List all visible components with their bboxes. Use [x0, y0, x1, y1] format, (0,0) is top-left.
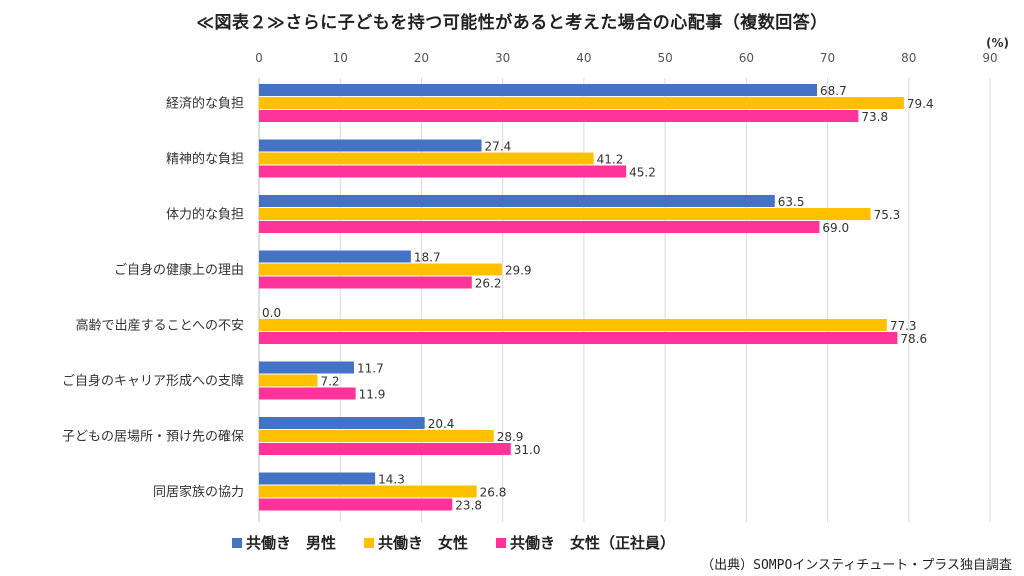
- legend: 共働き 男性 共働き 女性 共働き 女性（正社員）: [232, 532, 675, 553]
- bar: [259, 276, 472, 289]
- data-label: 69.0: [822, 221, 849, 235]
- unit-label: (%): [986, 36, 1009, 50]
- bar: [259, 195, 775, 207]
- bar: [259, 472, 376, 485]
- bar: [259, 97, 904, 109]
- bar: [259, 319, 887, 331]
- bar: [259, 221, 820, 233]
- category-label: 高齢で出産することへの不安: [76, 318, 244, 334]
- x-tick-label: 60: [739, 51, 754, 65]
- legend-item-female-regular: 共働き 女性（正社員）: [496, 532, 675, 553]
- bar: [259, 387, 356, 400]
- legend-item-female: 共働き 女性: [364, 532, 468, 553]
- x-tick-label: 0: [255, 51, 263, 65]
- category-label: 子どもの居場所・預け先の確保: [62, 429, 244, 445]
- data-label: 26.8: [480, 486, 507, 500]
- x-tick-label: 40: [576, 51, 591, 65]
- data-labels: 68.7 79.4 73.8 27.4 41.2 45.2 63.5 75.3 69.0 18.7…: [262, 84, 934, 513]
- x-tick-label: 50: [657, 51, 672, 65]
- x-tick-label: 30: [495, 51, 510, 65]
- data-label: 28.9: [497, 430, 524, 444]
- data-label: 23.8: [455, 499, 482, 513]
- legend-swatch-male: [232, 537, 242, 548]
- bar: [259, 208, 871, 220]
- data-label: 79.4: [907, 97, 934, 111]
- x-tick-label: 20: [414, 51, 429, 65]
- x-tick-label: 70: [820, 51, 835, 65]
- bar: [259, 361, 355, 374]
- data-label: 75.3: [874, 208, 901, 222]
- bar: [259, 250, 411, 263]
- bar: [259, 110, 859, 122]
- data-label: 18.7: [414, 251, 441, 265]
- bars: [259, 84, 904, 511]
- data-label: 41.2: [597, 153, 624, 167]
- data-label: 73.8: [861, 110, 888, 124]
- source-note: （出典）SOMPOインスティチュート・プラス独自調査: [701, 558, 1012, 573]
- x-tick-label: 90: [982, 51, 997, 65]
- data-label: 27.4: [485, 140, 512, 154]
- legend-label-female-regular: 共働き 女性（正社員）: [510, 534, 676, 552]
- bar: [259, 165, 627, 178]
- category-label: 体力的な負担: [166, 207, 244, 223]
- legend-label-male: 共働き 男性: [246, 534, 337, 552]
- data-label: 20.4: [428, 417, 455, 431]
- data-label: 45.2: [629, 166, 656, 180]
- category-labels: 経済的な負担精神的な負担体力的な負担ご自身の健康上の理由高齢で出産することへの不…: [62, 96, 244, 501]
- x-tick-label: 10: [333, 51, 348, 65]
- bar: [259, 263, 502, 276]
- x-tick-labels: 0 10 20 30 40 50 60 70 80 90: [255, 51, 997, 65]
- bar: [259, 152, 594, 165]
- category-label: ご自身の健康上の理由: [114, 262, 244, 278]
- chart-title: ≪図表２≫さらに子どもを持つ可能性があると考えた場合の心配事（複数回答）: [196, 13, 828, 33]
- data-label: 29.9: [505, 264, 532, 278]
- bar: [259, 485, 477, 498]
- data-label: 78.6: [900, 332, 927, 346]
- bar: [259, 417, 425, 429]
- data-label: 26.2: [475, 277, 502, 291]
- bar: [259, 430, 494, 442]
- category-label: ご自身のキャリア形成への支障: [62, 373, 244, 389]
- bar: [259, 332, 898, 344]
- data-label: 68.7: [820, 84, 847, 98]
- category-label: 経済的な負担: [166, 96, 244, 112]
- legend-item-male: 共働き 男性: [232, 532, 336, 553]
- data-label: 11.7: [357, 362, 384, 376]
- data-label: 11.9: [359, 388, 386, 402]
- bar: [259, 498, 453, 511]
- x-tick-label: 80: [901, 51, 916, 65]
- bar: [259, 443, 511, 455]
- legend-swatch-female-regular: [496, 537, 507, 548]
- category-label: 同居家族の協力: [153, 484, 244, 500]
- data-label: 7.2: [320, 375, 339, 389]
- data-label: 0.0: [262, 306, 281, 320]
- data-label: 14.3: [378, 473, 405, 487]
- data-label: 77.3: [890, 319, 917, 333]
- data-label: 31.0: [514, 443, 541, 457]
- data-label: 63.5: [778, 195, 805, 209]
- category-label: 精神的な負担: [166, 151, 244, 167]
- bar: [259, 374, 318, 387]
- bar: [259, 139, 482, 152]
- legend-swatch-female: [364, 537, 375, 548]
- legend-label-female: 共働き 女性: [378, 534, 469, 552]
- bar: [259, 84, 817, 96]
